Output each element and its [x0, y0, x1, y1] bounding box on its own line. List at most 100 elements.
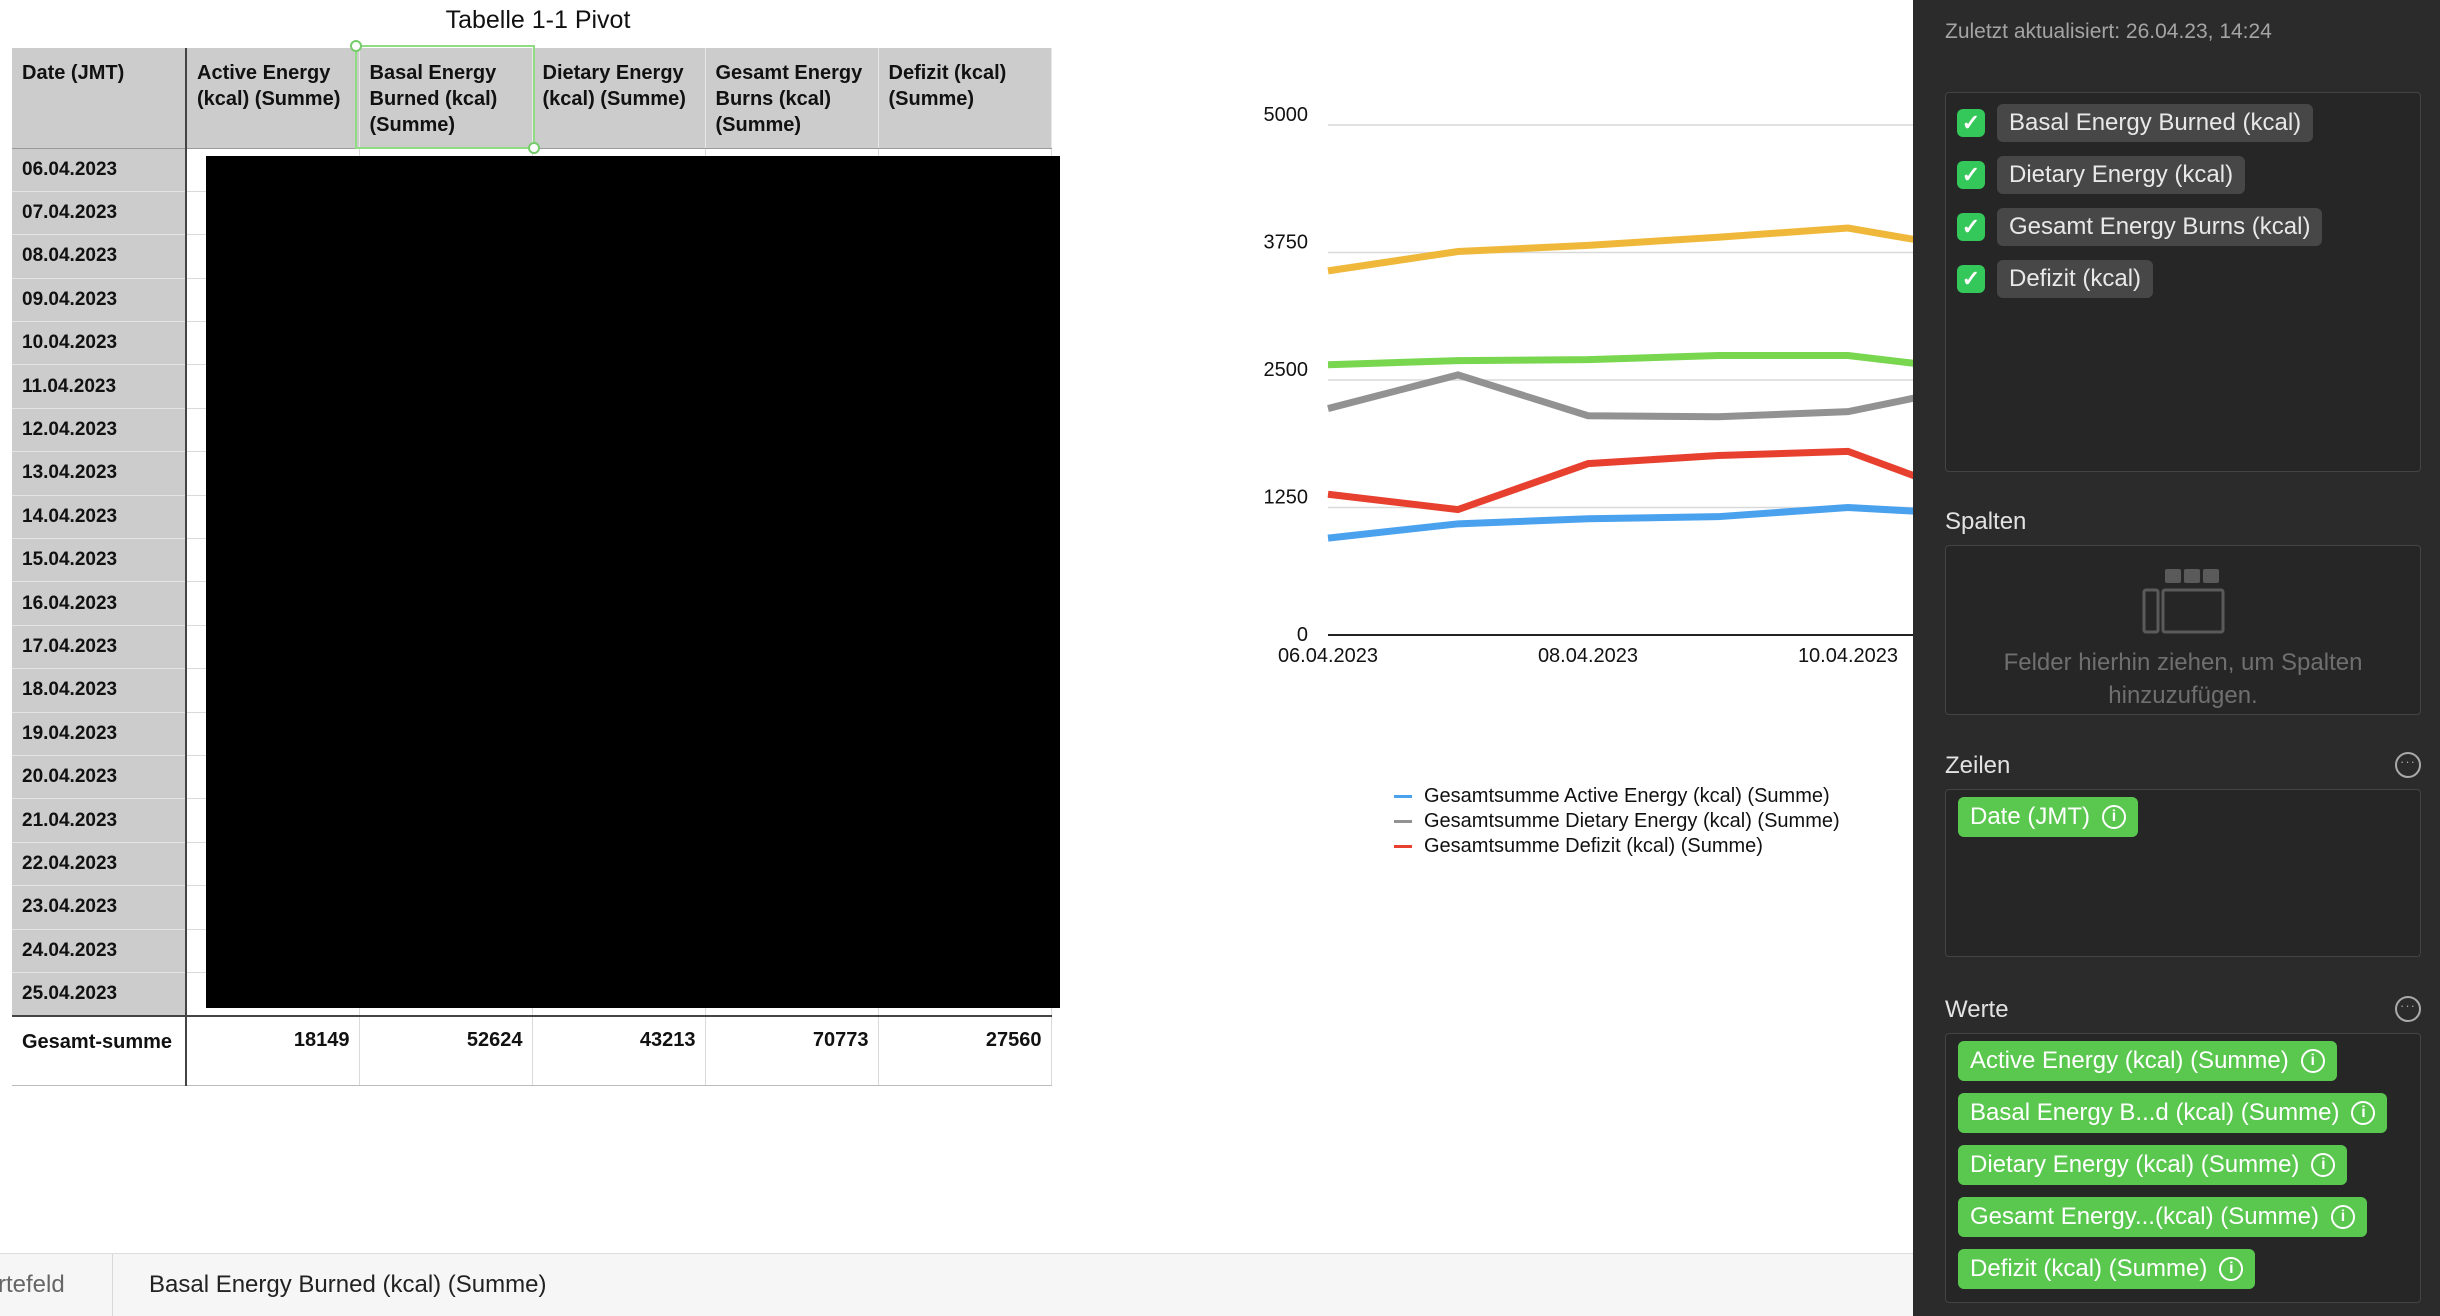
legend-item[interactable]: Gesamtsumme Defizit (kcal) (Summe) — [1394, 834, 1840, 859]
column-header-dietary-energy[interactable]: Dietary Energy (kcal) (Summe) — [532, 48, 706, 149]
x-tick-label: 08.04.2023 — [1538, 645, 1638, 667]
columns-drop-zone[interactable] — [1945, 545, 2421, 715]
total-value-cell[interactable]: 27560 — [878, 1014, 1052, 1087]
chart-legend: Gesamtsumme Active Energy (kcal) (Summe)… — [1394, 784, 1840, 859]
total-value-cell[interactable]: 18149 — [186, 1014, 360, 1087]
row-date-cell[interactable]: 07.04.2023 — [12, 191, 187, 236]
y-axis-ticks: 0 1250 2500 3750 5000 — [1264, 104, 1309, 646]
field-label[interactable]: Defizit (kcal) — [1997, 260, 2154, 298]
info-icon[interactable]: i — [2311, 1153, 2336, 1177]
value-field-pill[interactable]: Active Energy (kcal) (Summe) i — [1958, 1041, 2337, 1081]
info-icon[interactable]: i — [2330, 1205, 2355, 1229]
legend-item[interactable]: Gesamtsumme Dietary Energy (kcal) (Summe… — [1394, 809, 1840, 834]
info-icon[interactable]: i — [2102, 805, 2126, 829]
legend-swatch — [1394, 795, 1412, 798]
y-tick-label: 5000 — [1264, 104, 1309, 126]
status-bar: rtefeld Basal Energy Burned (kcal) (Summ… — [0, 1253, 1913, 1316]
row-date-cell[interactable]: 08.04.2023 — [12, 234, 187, 279]
value-field-pill[interactable]: Gesamt Energy...(kcal) (Summe) i — [1958, 1197, 2367, 1237]
legend-label: Gesamtsumme Dietary Energy (kcal) (Summe… — [1424, 810, 1840, 832]
legend-label: Gesamtsumme Active Energy (kcal) (Summe) — [1424, 785, 1830, 807]
series-line-1[interactable] — [1327, 352, 1913, 371]
row-field-pill[interactable]: Date (JMT) i — [1958, 797, 2138, 837]
chart-grid — [1328, 124, 1913, 636]
row-date-cell[interactable]: 09.04.2023 — [12, 278, 187, 323]
series-line-2[interactable] — [1327, 275, 1913, 468]
pill-label: Defizit (kcal) (Summe) — [1970, 1255, 2208, 1282]
value-field-pill[interactable]: Basal Energy B...d (kcal) (Summe) i — [1958, 1093, 2388, 1133]
field-label[interactable]: Dietary Energy (kcal) — [1997, 156, 2246, 194]
x-tick-label: 06.04.2023 — [1278, 645, 1378, 667]
x-tick-label: 10.04.2023 — [1798, 645, 1898, 667]
columns-placeholder-icon — [2142, 569, 2225, 634]
field-label[interactable]: Basal Energy Burned (kcal) — [1997, 104, 2314, 142]
column-header-defizit[interactable]: Defizit (kcal) (Summe) — [878, 48, 1052, 149]
row-date-cell[interactable]: 13.04.2023 — [12, 451, 187, 496]
row-date-cell[interactable]: 22.04.2023 — [12, 842, 187, 887]
legend-swatch — [1394, 845, 1412, 848]
x-axis-ticks: 06.04.202308.04.202310.04.202312.04.2023… — [1278, 645, 1898, 667]
columns-label: Spalten — [1945, 508, 2027, 535]
series-line-3[interactable] — [1327, 407, 1913, 584]
column-header-basal-energy[interactable]: Basal Energy Burned (kcal) (Summe) — [359, 48, 533, 149]
column-header-active-energy[interactable]: Active Energy (kcal) (Summe) — [186, 48, 360, 149]
checkbox-checked-icon[interactable]: ✓ — [1957, 161, 1985, 189]
field-checkbox-row[interactable]: ✓ Defizit (kcal) — [1957, 260, 2154, 298]
series-line-4[interactable] — [1327, 494, 1913, 563]
field-checkbox-row[interactable]: ✓ Dietary Energy (kcal) — [1957, 156, 2246, 194]
row-date-cell[interactable]: 20.04.2023 — [12, 755, 187, 800]
redacted-area — [206, 156, 1060, 1008]
info-icon[interactable]: i — [2351, 1101, 2376, 1125]
total-value-cell[interactable]: 70773 — [705, 1014, 879, 1087]
value-field-pill[interactable]: Defizit (kcal) (Summe) i — [1958, 1249, 2256, 1289]
row-date-cell[interactable]: 11.04.2023 — [12, 364, 187, 409]
row-date-cell[interactable]: 14.04.2023 — [12, 495, 187, 540]
checkbox-checked-icon[interactable]: ✓ — [1957, 109, 1985, 137]
row-date-cell[interactable]: 23.04.2023 — [12, 885, 187, 930]
row-date-cell[interactable]: 18.04.2023 — [12, 668, 187, 713]
column-header-date[interactable]: Date (JMT) — [12, 48, 187, 149]
row-date-cell[interactable]: 19.04.2023 — [12, 712, 187, 756]
pill-label: Gesamt Energy...(kcal) (Summe) — [1970, 1203, 2319, 1230]
pill-label: Basal Energy B...d (kcal) (Summe) — [1970, 1099, 2340, 1126]
info-icon[interactable]: i — [2219, 1257, 2244, 1281]
line-chart[interactable]: 0 1250 2500 3750 5000 06.04.2023 08.04.2023 10… — [1240, 100, 1913, 720]
y-tick-label: 3750 — [1264, 232, 1309, 254]
field-checkbox-row[interactable]: ✓ Basal Energy Burned (kcal) — [1957, 104, 2314, 142]
legend-label: Gesamtsumme Defizit (kcal) (Summe) — [1424, 835, 1763, 857]
field-checkbox-row[interactable]: ✓ Gesamt Energy Burns (kcal) — [1957, 208, 2323, 246]
rows-label: Zeilen — [1945, 752, 2011, 779]
total-value-cell[interactable]: 43213 — [532, 1014, 706, 1087]
row-date-cell[interactable]: 24.04.2023 — [12, 929, 187, 973]
row-date-cell[interactable]: 10.04.2023 — [12, 321, 187, 366]
row-date-cell[interactable]: 06.04.2023 — [12, 148, 187, 192]
total-label[interactable]: Gesamt-summe — [12, 1014, 187, 1087]
chart-series — [1327, 217, 1913, 584]
total-value-cell[interactable]: 52624 — [359, 1014, 533, 1087]
checkbox-checked-icon[interactable]: ✓ — [1957, 213, 1985, 241]
pill-label: Date (JMT) — [1970, 803, 2090, 830]
row-date-cell[interactable]: 15.04.2023 — [12, 538, 187, 583]
status-tab-left[interactable]: rtefeld — [0, 1254, 113, 1316]
field-label[interactable]: Gesamt Energy Burns (kcal) — [1997, 208, 2323, 246]
values-more-icon[interactable]: ··· — [2395, 996, 2421, 1022]
row-date-cell[interactable]: 12.04.2023 — [12, 408, 187, 453]
info-icon[interactable]: i — [2300, 1049, 2325, 1073]
column-header-gesamt-energy[interactable]: Gesamt Energy Burns (kcal) (Summe) — [705, 48, 879, 149]
row-date-cell[interactable]: 16.04.2023 — [12, 581, 187, 626]
y-tick-label: 2500 — [1264, 359, 1309, 381]
values-label: Werte — [1945, 996, 2009, 1023]
row-date-cell[interactable]: 25.04.2023 — [12, 972, 187, 1017]
value-field-pill[interactable]: Dietary Energy (kcal) (Summe) i — [1958, 1145, 2348, 1185]
series-line-0[interactable] — [1327, 217, 1913, 282]
status-selected-field: Basal Energy Burned (kcal) (Summe) — [149, 1271, 547, 1298]
last-updated-text: Zuletzt aktualisiert: 26.04.23, 14:24 — [1945, 20, 2272, 43]
checkbox-checked-icon[interactable]: ✓ — [1957, 265, 1985, 293]
table-title: Tabelle 1-1 Pivot — [445, 6, 631, 34]
legend-item[interactable]: Gesamtsumme Active Energy (kcal) (Summe) — [1394, 784, 1840, 809]
row-date-cell[interactable]: 21.04.2023 — [12, 798, 187, 843]
row-date-cell[interactable]: 17.04.2023 — [12, 625, 187, 670]
header-row: Date (JMT) Active Energy (kcal) (Summe) … — [12, 48, 1052, 149]
pivot-inspector-panel: Zuletzt aktualisiert: 26.04.23, 14:24 Sp… — [1913, 0, 2440, 1316]
rows-more-icon[interactable]: ··· — [2395, 752, 2421, 778]
